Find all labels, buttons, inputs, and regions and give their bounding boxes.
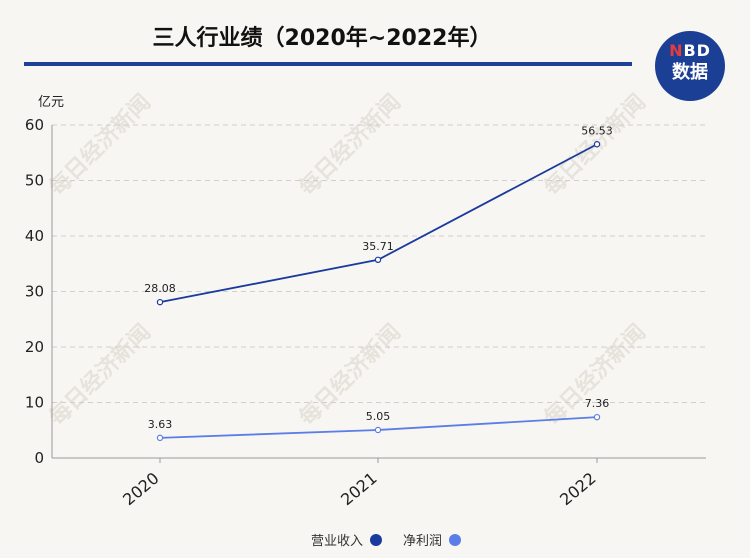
- y-tick-label: 20: [25, 338, 44, 356]
- series-line-1: [159, 143, 598, 304]
- grid-lines: [52, 124, 706, 403]
- data-label: 5.05: [366, 410, 391, 423]
- data-point: [156, 434, 164, 442]
- y-axis-unit: 亿元: [38, 95, 64, 110]
- watermark-text: 每日经济新闻: [44, 319, 156, 431]
- legend-label: 净利润: [403, 534, 442, 549]
- axes: 0 10 20 30 40 50 60 2020 2021 2022: [25, 116, 706, 509]
- legend: 营业收入 净利润: [311, 534, 461, 549]
- data-point: [156, 298, 164, 306]
- data-point: [593, 413, 601, 421]
- series-layer: 28.08 35.71 56.53 3.63 5.05 7.36: [144, 124, 613, 442]
- data-point: [374, 256, 382, 264]
- data-point: [593, 141, 601, 148]
- watermark-text: 每日经济新闻: [539, 319, 651, 431]
- legend-swatch: [449, 534, 461, 546]
- data-label: 35.71: [362, 240, 394, 253]
- x-tick-label: 2022: [556, 469, 599, 510]
- data-label: 7.36: [585, 397, 610, 410]
- y-tick-label: 10: [25, 394, 44, 412]
- data-label: 56.53: [581, 124, 613, 137]
- legend-swatch: [370, 534, 382, 546]
- nbd-logo: NBD 数据: [655, 31, 725, 101]
- y-tick-label: 50: [25, 172, 44, 190]
- x-tick-label: 2020: [119, 469, 162, 510]
- chart-title: 三人行业绩（2020年~2022年）: [152, 26, 492, 51]
- y-tick-label: 0: [34, 449, 44, 467]
- y-tick-label: 40: [25, 227, 44, 245]
- logo-subtext: 数据: [672, 62, 708, 83]
- data-label: 28.08: [144, 282, 176, 295]
- x-tick-label: 2021: [337, 469, 380, 510]
- legend-label: 营业收入: [311, 534, 363, 549]
- y-tick-label: 60: [25, 116, 44, 134]
- data-label: 3.63: [148, 418, 173, 431]
- y-tick-label: 30: [25, 283, 44, 301]
- watermark-text: 每日经济新闻: [294, 89, 406, 201]
- logo-letter-n: N: [669, 41, 684, 60]
- logo-letters-bd: BD: [683, 41, 711, 60]
- data-point: [374, 426, 382, 434]
- title-underline: [24, 62, 632, 66]
